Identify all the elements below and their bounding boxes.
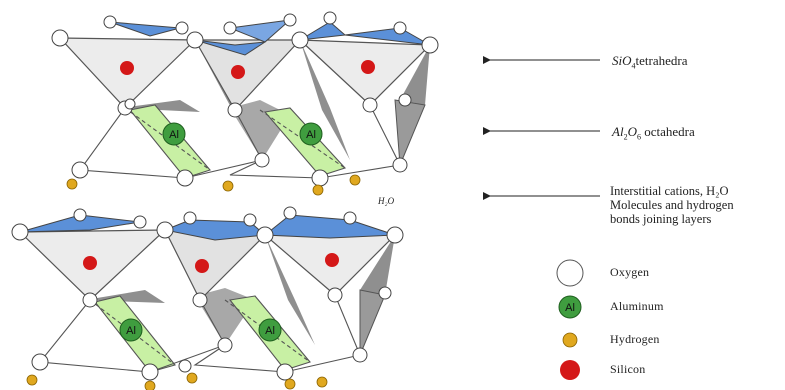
tetra-top-face [109,21,181,37]
silicon-atom [120,61,134,75]
silicon-atom [83,256,97,270]
dark-face [300,40,350,160]
tetra-top-face [299,21,347,41]
legend-hydrogen-label: Hydrogen [610,332,660,346]
octahedra-label: Al2O6 octahedra [612,124,695,142]
aluminum-atom: Al [299,122,323,146]
tetra-top-face [228,19,292,43]
hydrogen-atoms [26,372,328,390]
interstitial-line-1: Interstitial cations, H₂O [610,184,729,198]
tetrahedron [193,39,302,112]
tetra-top-face [263,214,396,239]
svg-text:Al: Al [169,129,179,141]
silicon-atom [231,65,245,79]
silicon-atom [195,259,209,273]
aluminum-atom: Al [162,122,186,146]
legend-hydrogen-marker [562,332,578,348]
legend-silicon-marker [560,360,580,380]
svg-text:Al: Al [126,325,136,337]
oxygen-atoms [11,206,404,381]
upper-layer: Al Al [51,11,439,196]
hydrogen-atoms [66,174,361,196]
tetra-top-face [344,27,431,46]
oxygen-atoms [51,11,439,187]
silicon-atom [361,60,375,74]
lower-layer: Al Al [11,206,404,390]
legend-silicon-label: Silicon [610,362,646,376]
silicon-atom [325,253,339,267]
water-label: H₂O [378,196,395,206]
legend-oxygen-marker [556,259,584,287]
svg-text:Al: Al [265,325,275,337]
legend-oxygen-label: Oxygen [610,265,650,279]
aluminum-atom: Al [258,318,282,342]
dark-face [400,45,430,105]
svg-text:Al: Al [306,129,316,141]
legend-aluminum-label: Aluminum [610,299,664,313]
legend-aluminum-marker: Al [558,295,582,319]
interstitial-line-2: Molecules and hydrogen [610,198,734,212]
aluminum-atom: Al [119,318,143,342]
tetrahedra-label: SiO4tetrahedra [612,53,688,71]
svg-text:Al: Al [565,302,575,314]
interstitial-line-3: bonds joining layers [610,212,712,226]
interstitial-label: Interstitial cations, H₂O Molecules and … [610,184,734,226]
